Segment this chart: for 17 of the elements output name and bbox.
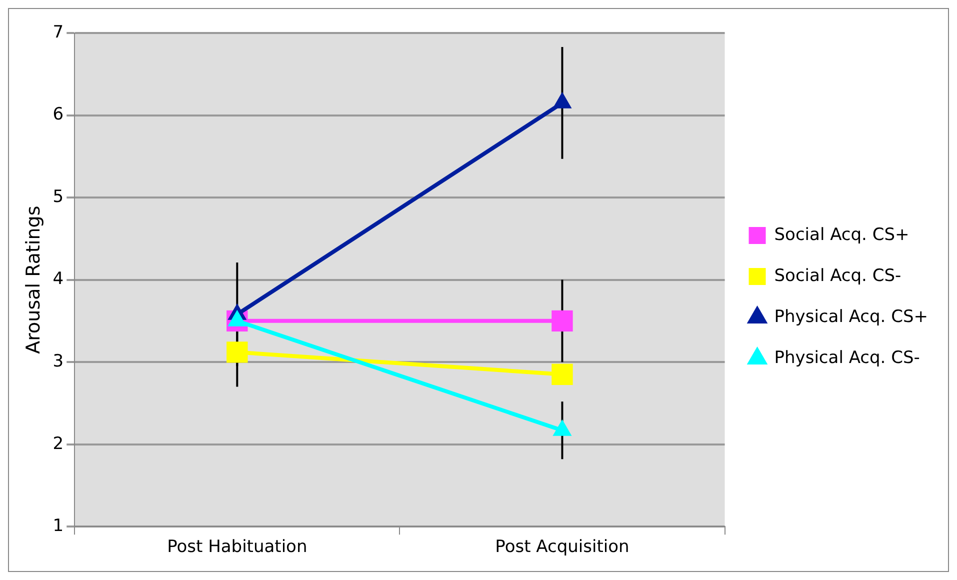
y-axis-title: Arousal Ratings xyxy=(22,206,44,354)
x-tick-label: Post Acquisition xyxy=(495,537,630,558)
y-tick-label: 2 xyxy=(52,434,64,454)
point xyxy=(552,310,573,332)
y-tick-label: 4 xyxy=(52,269,64,290)
y-tick-label: 1 xyxy=(52,516,64,536)
y-tick-label: 6 xyxy=(52,104,64,125)
point xyxy=(226,342,248,363)
y-tick-label: 7 xyxy=(52,22,64,42)
x-tick-label: Post Habituation xyxy=(167,537,308,558)
legend-label: Physical Acq. CS- xyxy=(774,348,920,368)
legend-label: Social Acq. CS- xyxy=(774,266,902,286)
legend-label: Physical Acq. CS+ xyxy=(774,306,928,327)
y-tick-label: 3 xyxy=(52,351,64,372)
y-tick-label: 5 xyxy=(52,186,64,207)
legend-label: Social Acq. CS+ xyxy=(774,224,910,245)
point xyxy=(552,364,573,386)
